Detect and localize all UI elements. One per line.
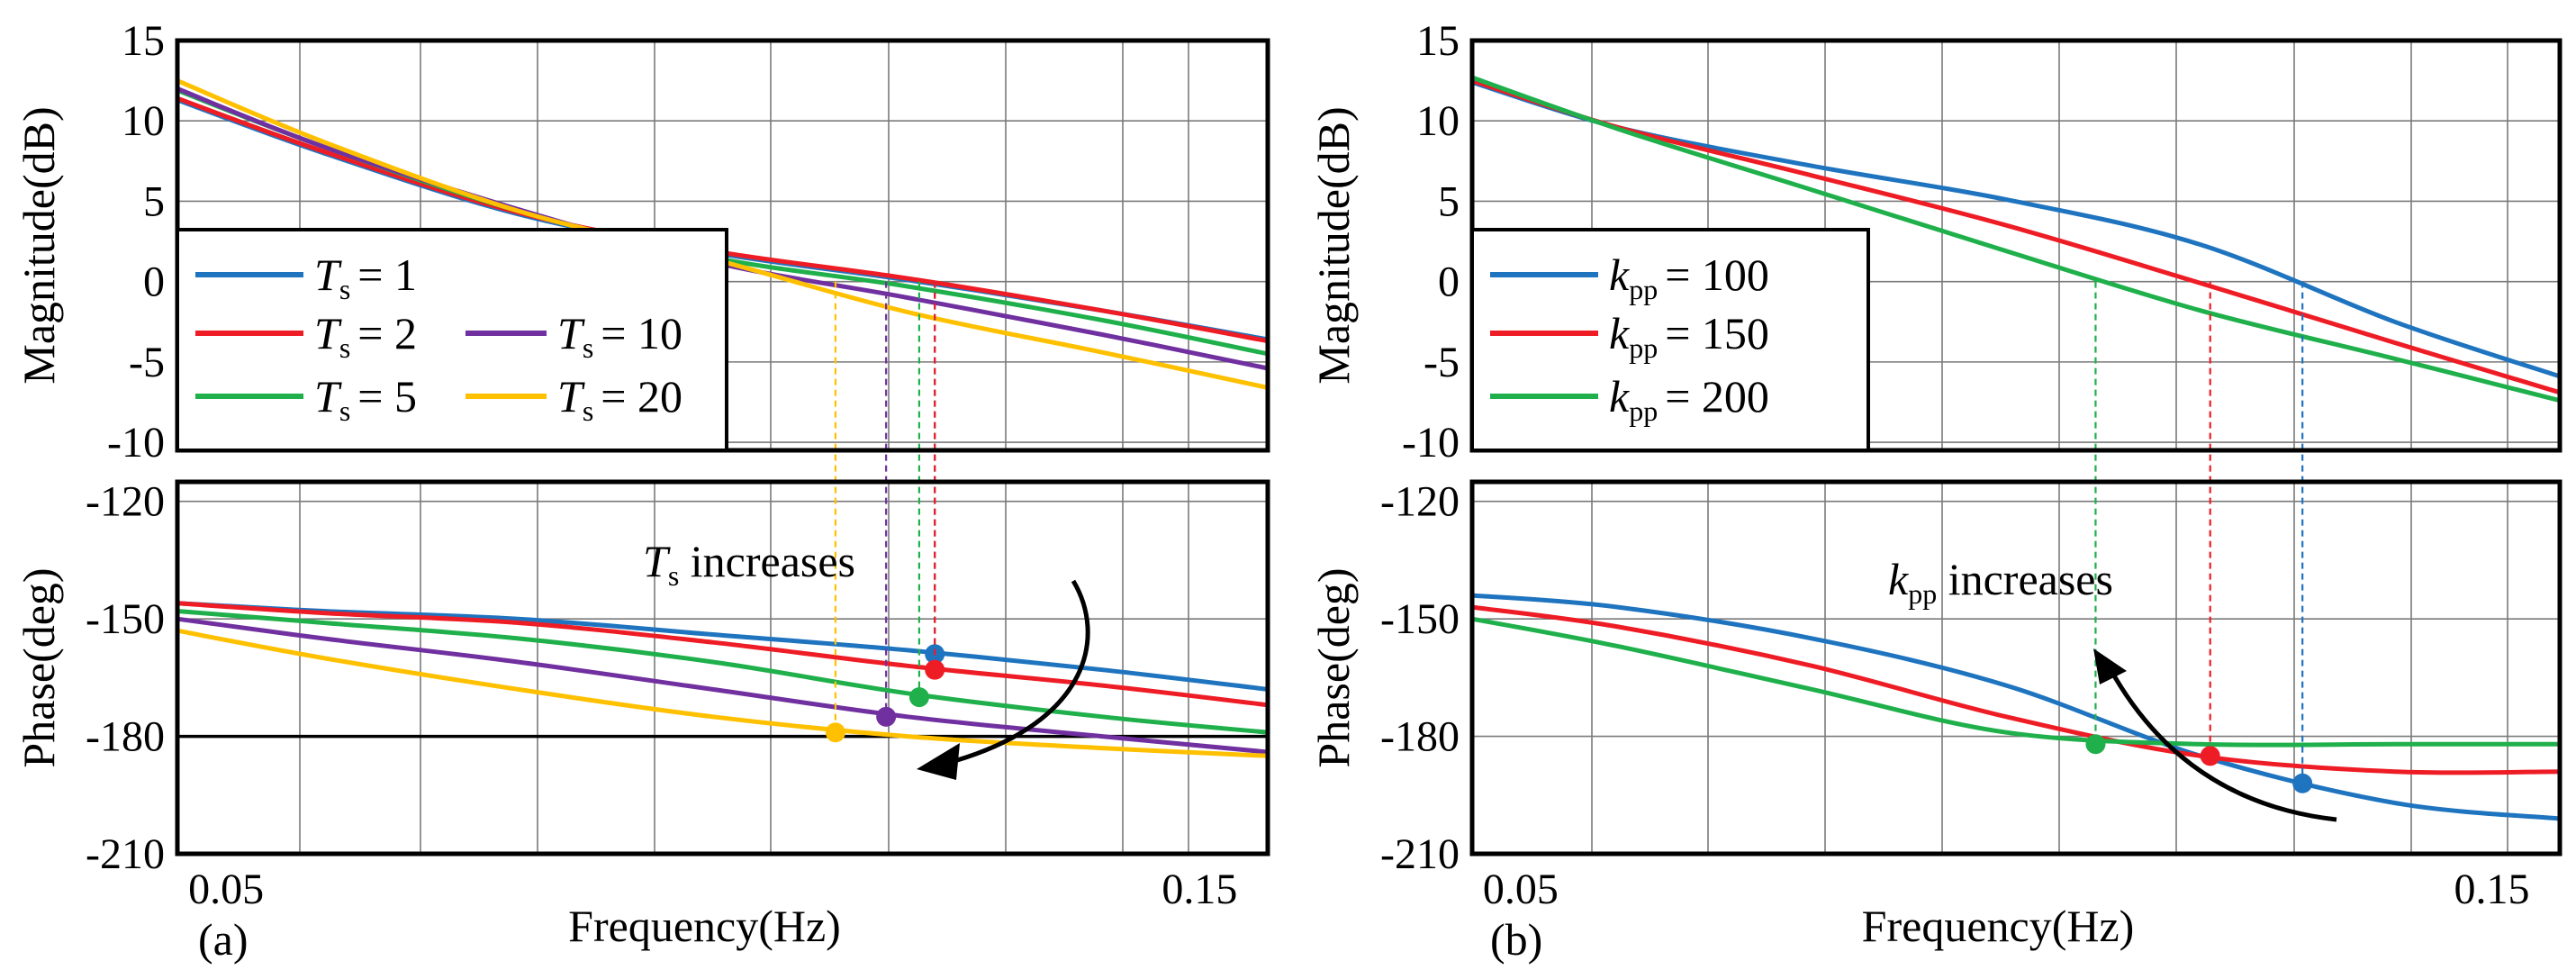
phase-curve-2 xyxy=(1469,604,2562,775)
phase-ytick-label: -210 xyxy=(1380,830,1460,878)
mag-ytick-label: 0 xyxy=(143,258,165,306)
phase-curve-1 xyxy=(1469,593,2562,821)
mag-ytick-label: 15 xyxy=(122,17,165,65)
phase-axes-frame xyxy=(175,479,1270,857)
xtick-label: 0.15 xyxy=(1161,866,1237,913)
phase-ytick-label: -180 xyxy=(1380,713,1460,761)
phase-curve-4 xyxy=(175,616,1270,755)
mag-ytick-label: 10 xyxy=(1416,97,1460,145)
mag-ytick-label: 15 xyxy=(1416,17,1460,65)
phase-curve-3 xyxy=(175,609,1270,735)
phase-axes-frame xyxy=(1469,479,2562,857)
panel-a: Ts increases Ts = 1Ts = 2 Ts = 5 Ts = 10 Ts = 20 1… xyxy=(14,17,1270,965)
increase-annotation: Ts increases xyxy=(643,536,855,592)
legend-label-3: kpp = 200 xyxy=(1609,371,1769,427)
panel-label: (b) xyxy=(1490,914,1542,965)
legend-label-5: Ts = 20 xyxy=(557,371,682,427)
crossover-marker-2 xyxy=(2200,746,2220,766)
phase-curve-5 xyxy=(175,628,1270,758)
mag-ytick-label: -5 xyxy=(1424,339,1460,386)
phase-ylabel: Phase(deg) xyxy=(1308,567,1359,767)
legend-box xyxy=(176,228,728,452)
increase-arrowhead xyxy=(917,743,960,780)
phase-ytick-label: -150 xyxy=(86,595,165,643)
mag-ytick-label: 10 xyxy=(122,97,165,145)
xtick-label: 0.05 xyxy=(1483,866,1559,913)
mag-ytick-label: -5 xyxy=(129,339,165,386)
mag-ytick-label: 0 xyxy=(1438,258,1460,306)
increase-arrowhead xyxy=(2093,648,2127,684)
crossover-marker-3 xyxy=(908,687,929,708)
crossover-marker-1 xyxy=(2292,773,2313,793)
crossover-marker-3 xyxy=(2085,734,2106,755)
phase-ytick-label: -180 xyxy=(86,713,165,761)
xlabel: Frequency(Hz) xyxy=(1862,901,2135,951)
legend-label-2: kpp = 150 xyxy=(1609,308,1769,364)
legend-label-2: Ts = 2 xyxy=(314,308,417,364)
mag-ylabel: Magnitude(dB) xyxy=(14,106,64,384)
increase-arrow xyxy=(954,579,1090,764)
mag-curve-3 xyxy=(1469,75,2562,403)
mag-ytick-label: -10 xyxy=(1402,419,1460,467)
legend: Ts = 1Ts = 2 Ts = 5 Ts = 10 Ts = 20 xyxy=(176,228,728,452)
crossover-marker-4 xyxy=(876,706,897,727)
legend-box xyxy=(1470,228,1870,452)
mag-ytick-label: 5 xyxy=(1438,177,1460,225)
xlabel: Frequency(Hz) xyxy=(568,901,841,951)
phase-ytick-label: -210 xyxy=(86,830,165,878)
phase-ylabel: Phase(deg) xyxy=(14,567,64,767)
crossover-marker-5 xyxy=(825,722,845,743)
phase-ytick-label: -120 xyxy=(1380,478,1460,526)
mag-ylabel: Magnitude(dB) xyxy=(1308,106,1359,384)
panel-label: (a) xyxy=(198,914,249,965)
legend-label-4: Ts = 10 xyxy=(557,308,682,364)
xtick-label: 0.15 xyxy=(2454,866,2530,913)
phase-curve-3 xyxy=(1469,616,2562,748)
xtick-label: 0.05 xyxy=(188,866,264,913)
mag-ytick-label: -10 xyxy=(107,419,165,467)
legend-label-3: Ts = 5 xyxy=(314,371,417,427)
mag-ytick-label: 5 xyxy=(143,177,165,225)
phase-ytick-label: -150 xyxy=(1380,595,1460,643)
phase-ytick-label: -120 xyxy=(86,478,165,526)
increase-annotation: kpp increases xyxy=(1888,554,2113,610)
increase-arrow xyxy=(2109,669,2337,822)
legend-label-1: Ts = 1 xyxy=(314,249,417,305)
legend-label-1: kpp = 100 xyxy=(1609,249,1769,305)
crossover-marker-2 xyxy=(925,659,945,680)
phase-curve-2 xyxy=(175,601,1270,708)
